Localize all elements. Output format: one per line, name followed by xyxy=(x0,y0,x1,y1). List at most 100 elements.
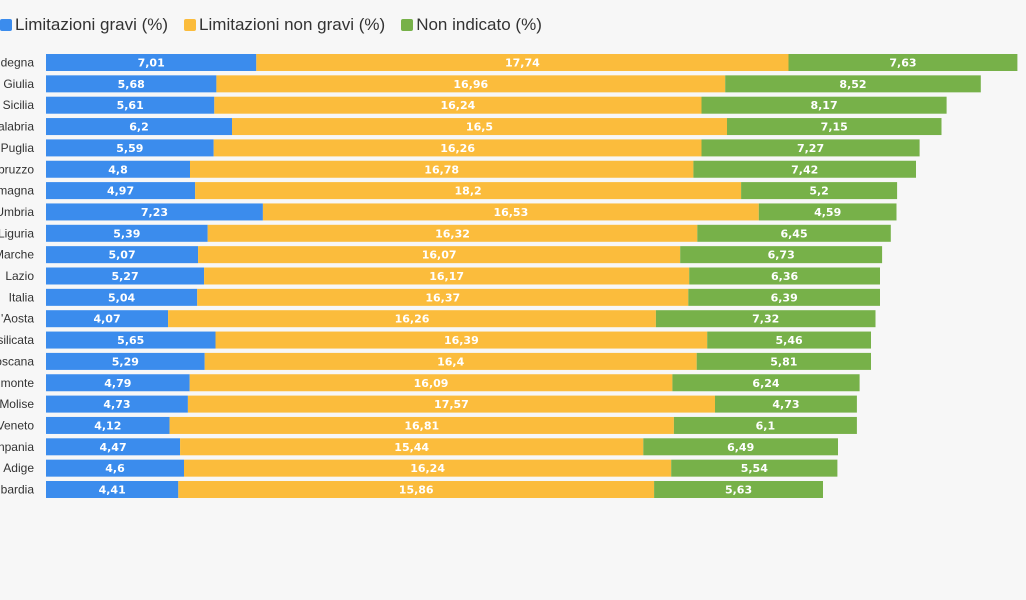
category-label: bruzzo xyxy=(0,162,34,176)
bar-segment[interactable] xyxy=(178,481,655,498)
bar-segment[interactable] xyxy=(204,267,690,285)
bar-segment[interactable] xyxy=(180,438,644,456)
data-label: 16,09 xyxy=(414,377,449,390)
bar-row: Marche 5,07 16,07 6,73 xyxy=(0,246,883,264)
bar-segment[interactable] xyxy=(169,416,674,434)
bar-segment[interactable] xyxy=(198,246,681,264)
data-label: 8,52 xyxy=(839,78,866,91)
bar-segment[interactable] xyxy=(46,96,215,114)
data-label: 16,26 xyxy=(395,313,430,326)
bar-segment[interactable] xyxy=(46,139,214,157)
bar-segment[interactable] xyxy=(46,75,217,93)
bar-segment[interactable] xyxy=(696,352,871,370)
bar-segment[interactable] xyxy=(197,288,689,306)
bar-segment[interactable] xyxy=(46,416,170,434)
category-label: Veneto xyxy=(0,418,34,432)
category-label: magna xyxy=(0,184,34,198)
bar-segment[interactable] xyxy=(190,160,694,178)
bar-segment[interactable] xyxy=(46,374,190,392)
legend-item-limitazioni-gravi[interactable]: Limitazioni gravi (%) xyxy=(0,15,168,35)
bar-segment[interactable] xyxy=(758,203,897,221)
data-label: 4,73 xyxy=(103,398,130,411)
bar-row: Umbria 7,23 16,53 4,59 xyxy=(0,203,897,221)
bar-segment[interactable] xyxy=(46,267,205,285)
bar-segment[interactable] xyxy=(46,224,208,242)
data-label: 4,79 xyxy=(104,377,131,390)
bar-segment[interactable] xyxy=(701,139,920,157)
bar-segment[interactable] xyxy=(204,352,697,370)
data-label: 5,39 xyxy=(113,227,140,240)
bar-segment[interactable] xyxy=(168,310,656,328)
bar-segment[interactable] xyxy=(680,246,883,264)
bar-segment[interactable] xyxy=(655,310,876,328)
bar-segment[interactable] xyxy=(697,224,891,242)
bar-segment[interactable] xyxy=(46,459,184,477)
category-label: 'Aosta xyxy=(1,312,34,326)
category-label: Giulia xyxy=(3,77,34,91)
category-label: Italia xyxy=(9,290,35,304)
bar-segment[interactable] xyxy=(725,75,981,93)
data-label: 16,24 xyxy=(441,99,476,112)
bar-segment[interactable] xyxy=(741,182,898,200)
bar-segment[interactable] xyxy=(672,374,860,392)
chart-legend: Limitazioni gravi (%) Limitazioni non gr… xyxy=(0,13,558,37)
data-label: 4,73 xyxy=(772,398,799,411)
bar-segment[interactable] xyxy=(46,331,216,349)
category-label: oscana xyxy=(0,354,34,368)
bar-segment[interactable] xyxy=(46,118,232,136)
bar-segment[interactable] xyxy=(707,331,871,349)
legend-label: Limitazioni non gravi (%) xyxy=(199,15,386,34)
bar-segment[interactable] xyxy=(788,54,1018,71)
bar-segment[interactable] xyxy=(46,160,190,178)
data-label: 4,97 xyxy=(107,185,134,198)
bar-segment[interactable] xyxy=(184,459,672,477)
data-label: 4,41 xyxy=(99,484,126,497)
bar-segment[interactable] xyxy=(46,438,181,456)
bar-segment[interactable] xyxy=(46,288,198,306)
bar-segment[interactable] xyxy=(189,374,673,392)
bar-segment[interactable] xyxy=(46,352,205,370)
bar-segment[interactable] xyxy=(46,310,169,328)
category-label: Marche xyxy=(0,248,34,262)
legend-item-non-indicato[interactable]: Non indicato (%) xyxy=(401,15,542,35)
data-label: 6,49 xyxy=(727,441,754,454)
bar-segment[interactable] xyxy=(187,395,715,413)
bar-row: Adige 4,6 16,24 5,54 xyxy=(3,459,838,477)
data-label: 16,26 xyxy=(440,142,475,155)
bar-segment[interactable] xyxy=(214,96,702,114)
bar-segment[interactable] xyxy=(46,54,257,71)
bar-segment[interactable] xyxy=(46,395,188,413)
bar-segment[interactable] xyxy=(216,75,726,93)
bar-segment[interactable] xyxy=(256,54,789,71)
data-label: 7,42 xyxy=(791,163,818,176)
bar-segment[interactable] xyxy=(715,395,857,413)
bar-segment[interactable] xyxy=(701,96,947,114)
bar-row: bardia 4,41 15,86 5,63 xyxy=(1,481,823,498)
category-label: alabria xyxy=(0,120,34,134)
bar-segment[interactable] xyxy=(693,160,916,178)
bar-segment[interactable] xyxy=(673,416,857,434)
bar-segment[interactable] xyxy=(46,203,263,221)
bar-segment[interactable] xyxy=(195,182,742,200)
bar-segment[interactable] xyxy=(671,459,838,477)
bar-segment[interactable] xyxy=(688,288,880,306)
bar-row: Sicilia 5,61 16,24 8,17 xyxy=(3,96,947,114)
bar-row: oscana 5,29 16,4 5,81 xyxy=(0,352,871,370)
data-label: 5,61 xyxy=(117,99,144,112)
legend-swatch-icon xyxy=(401,19,414,31)
bar-segment[interactable] xyxy=(689,267,880,285)
data-label: 5,29 xyxy=(112,355,139,368)
bar-segment[interactable] xyxy=(643,438,838,456)
bar-segment[interactable] xyxy=(727,118,942,136)
legend-item-limitazioni-non-gravi[interactable]: Limitazioni non gravi (%) xyxy=(184,15,385,35)
bar-segment[interactable] xyxy=(46,182,196,200)
bar-segment[interactable] xyxy=(207,224,698,242)
bar-segment[interactable] xyxy=(46,246,199,264)
bar-segment[interactable] xyxy=(46,481,179,498)
bar-segment[interactable] xyxy=(262,203,759,221)
bar-segment[interactable] xyxy=(232,118,727,136)
data-label: 7,32 xyxy=(752,313,779,326)
bar-segment[interactable] xyxy=(215,331,708,349)
bar-segment[interactable] xyxy=(213,139,702,157)
bar-segment[interactable] xyxy=(654,481,823,498)
